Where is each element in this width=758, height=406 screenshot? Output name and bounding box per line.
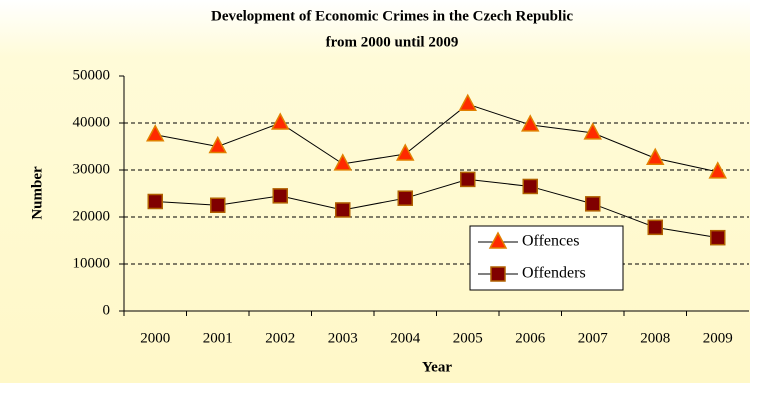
x-tick-label: 2003 — [328, 330, 358, 346]
series-line — [155, 178, 718, 239]
x-tick-label: 2002 — [265, 330, 295, 346]
data-point — [271, 112, 290, 130]
y-tick-label: 10000 — [73, 255, 111, 271]
data-point — [583, 122, 603, 140]
x-tick-label: 2006 — [515, 330, 546, 346]
x-tick-label: 2005 — [453, 330, 483, 346]
y-tick-label: 30000 — [73, 161, 111, 177]
y-tick-label: 0 — [103, 302, 111, 318]
legend-label: Offenders — [522, 265, 586, 282]
chart-title: Development of Economic Crimes in the Cz… — [211, 8, 573, 24]
data-point — [647, 219, 663, 236]
chart-title: from 2000 until 2009 — [326, 34, 459, 50]
data-point — [397, 190, 413, 206]
y-axis-label: Number — [29, 166, 45, 220]
data-point — [147, 193, 163, 210]
x-tick-label: 2007 — [578, 330, 609, 346]
x-tick-label: 2001 — [203, 330, 233, 346]
data-point — [210, 197, 226, 213]
background — [0, 0, 750, 383]
data-point — [272, 188, 288, 204]
data-point — [646, 147, 665, 165]
legend-label: Offences — [522, 233, 579, 250]
data-point — [458, 93, 477, 111]
data-point — [710, 229, 726, 246]
data-point — [396, 143, 415, 161]
data-point — [335, 202, 351, 218]
legend-marker — [490, 266, 506, 282]
legend-marker — [488, 231, 508, 249]
x-axis-label: Year — [422, 359, 452, 375]
x-tick-label: 2008 — [640, 330, 670, 346]
y-tick-label: 40000 — [73, 114, 111, 130]
x-tick-label: 2004 — [390, 330, 421, 346]
series-line — [155, 103, 718, 173]
data-point — [208, 135, 227, 154]
data-point — [333, 153, 352, 171]
data-point — [460, 171, 476, 188]
x-tick-label: 2009 — [703, 330, 733, 346]
data-point — [522, 178, 538, 195]
y-tick-label: 20000 — [73, 208, 111, 224]
y-tick-label: 50000 — [73, 67, 111, 83]
data-point — [146, 124, 165, 142]
x-tick-label: 2000 — [140, 330, 170, 346]
data-point — [521, 114, 540, 132]
data-point — [585, 196, 601, 212]
data-point — [708, 161, 727, 179]
